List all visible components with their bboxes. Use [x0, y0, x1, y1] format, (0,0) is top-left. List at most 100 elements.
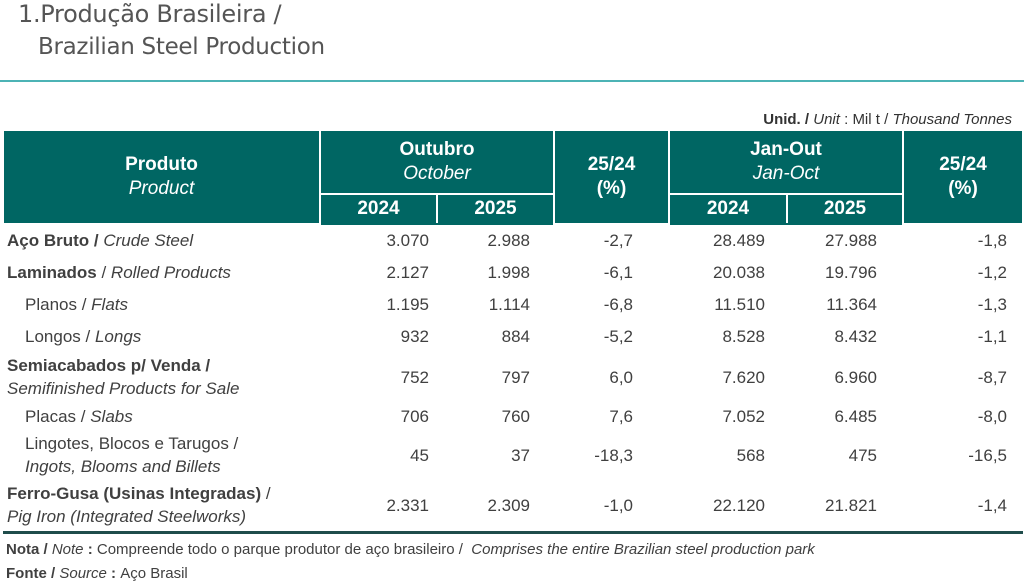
separator: /	[261, 484, 271, 504]
janoct-2025-value: 8.432	[834, 326, 877, 346]
product-name-pt: Aço Bruto /	[7, 231, 99, 250]
october-2024-value: 706	[400, 406, 429, 426]
header-change-label: 25/24	[939, 154, 987, 176]
janoct-change-value: -1,4	[903, 480, 1023, 534]
janoct-change-value: -16,5	[968, 445, 1007, 465]
header-product-en: Product	[128, 178, 195, 199]
note-text-en: Comprises the entire Brazilian steel pro…	[471, 541, 815, 558]
janoct-2024-value: 568	[736, 445, 765, 465]
october-change-value: -6,1	[603, 262, 633, 282]
title-divider	[0, 80, 1024, 82]
header-janout: Jan-Out Jan-Oct	[668, 129, 904, 195]
product-name-pt: Longos /	[25, 326, 91, 346]
product-cell: Longos / Longs	[3, 320, 320, 352]
october-2025-value: 797	[501, 367, 530, 387]
product-name-en: Slabs	[90, 406, 133, 426]
header-oct-2024: 2024	[319, 193, 438, 225]
table-row: Aço Bruto / Crude Steel 3.070 2.988 -2,7 28.…	[3, 224, 1023, 256]
note-text-pt: Compreende todo o parque produtor de aço…	[96, 541, 463, 558]
table-row: Ferro-Gusa (Usinas Integradas) / Pig Iron…	[3, 480, 1023, 534]
unit-value-pt: Mil t /	[852, 111, 889, 128]
october-2024-value: 932	[400, 326, 429, 346]
note-label-pt: Nota /	[6, 541, 48, 558]
october-2025-value: 884	[501, 326, 530, 346]
product-cell: Placas / Slabs	[3, 402, 320, 430]
october-2024-value: 2.331	[320, 480, 437, 534]
note-label-en: Note	[51, 541, 84, 558]
october-change-value: -1,0	[554, 480, 669, 534]
header-product-pt: Produto	[125, 154, 198, 176]
october-2024-value: 3.070	[386, 231, 429, 250]
header-change-unit: (%)	[596, 178, 627, 199]
source-sep: :	[106, 565, 121, 582]
janoct-2025-value: 475	[848, 445, 877, 465]
unit-label-pt: Unid. /	[763, 111, 810, 128]
product-cell: Lingotes, Blocos e Tarugos / Ingots, Bloo…	[3, 430, 320, 480]
janoct-2025-value: 21.821	[787, 480, 903, 534]
janoct-2024-value: 22.120	[669, 480, 787, 534]
product-name-pt: Placas /	[25, 406, 86, 426]
janoct-change-value: -1,8	[977, 231, 1007, 250]
table-row: Planos / Flats 1.195 1.114 -6,8 11.510 11.364…	[3, 288, 1023, 320]
janoct-change-value: -1,3	[977, 294, 1007, 314]
janoct-2025-value: 11.364	[826, 294, 877, 314]
note-line: Nota / Note : Compreende todo o parque p…	[6, 538, 815, 562]
janoct-2024-value: 8.528	[722, 326, 765, 346]
october-change-value: 7,6	[609, 406, 633, 426]
product-name-en: Longs	[94, 326, 142, 346]
unit-sep: :	[839, 111, 853, 128]
header-product: Produto Product	[2, 129, 321, 225]
footnotes: Nota / Note : Compreende todo o parque p…	[6, 538, 815, 586]
janoct-2025-value: 27.988	[825, 231, 877, 250]
header-oct-2025: 2025	[436, 193, 555, 225]
header-janout-en: Jan-Oct	[752, 163, 820, 184]
source-line: Fonte / Source : Aço Brasil	[6, 562, 815, 586]
source-text: Aço Brasil	[120, 565, 188, 582]
janoct-2024-value: 7.052	[722, 406, 765, 426]
october-change-value: -18,3	[594, 445, 633, 465]
header-october-change: 25/24 (%)	[553, 129, 670, 225]
october-2024-value: 752	[400, 367, 429, 387]
product-name-en: Pig Iron (Integrated Steelworks)	[7, 507, 247, 527]
october-2025-value: 760	[501, 406, 530, 426]
janoct-change-value: -1,1	[977, 326, 1007, 346]
october-2024-value: 2.127	[386, 262, 429, 282]
october-2025-value: 37	[511, 445, 530, 465]
table-row: Lingotes, Blocos e Tarugos / Ingots, Bloo…	[3, 430, 1023, 480]
unit-label-en: Unit	[813, 111, 840, 128]
product-cell: Aço Bruto / Crude Steel	[3, 224, 320, 256]
janoct-change-value: -8,0	[977, 406, 1007, 426]
product-name-en: Semifinished Products for Sale	[7, 379, 240, 398]
table-row: Placas / Slabs 706 760 7,6 7.052 6.485 -8,0	[3, 402, 1023, 430]
title-english: Brazilian Steel Production	[38, 34, 325, 60]
header-janout-pt: Jan-Out	[750, 139, 822, 161]
product-name-en: Ingots, Blooms and Billets	[25, 457, 221, 476]
header-october-pt: Outubro	[399, 139, 475, 161]
header-october: Outubro October	[319, 129, 555, 195]
october-change-value: -5,2	[603, 326, 633, 346]
header-janout-change: 25/24 (%)	[902, 129, 1024, 225]
table-row: Semiacabados p/ Venda / Semifinished Prod…	[3, 352, 1023, 402]
october-2024-value: 45	[410, 445, 429, 465]
janoct-2025-value: 6.960	[834, 367, 877, 387]
october-change-value: -2,7	[603, 231, 633, 250]
janoct-2025-value: 6.485	[834, 406, 877, 426]
october-2025-value: 1.998	[487, 262, 530, 282]
separator: /	[96, 262, 111, 282]
product-name-en: Rolled Products	[110, 262, 231, 282]
janoct-2025-value: 19.796	[825, 262, 877, 282]
october-2024-value: 1.195	[386, 294, 429, 314]
table-row: Longos / Longs 932 884 -5,2 8.528 8.432 -1,1	[3, 320, 1023, 352]
product-cell: Semiacabados p/ Venda / Semifinished Prod…	[3, 352, 320, 402]
header-ytd-2024: 2024	[668, 193, 788, 225]
janoct-2024-value: 11.510	[714, 294, 765, 314]
table-row: Laminados / Rolled Products 2.127 1.998 -6,…	[3, 256, 1023, 288]
janoct-change-value: -1,2	[977, 262, 1007, 282]
product-cell: Ferro-Gusa (Usinas Integradas) / Pig Iron…	[3, 480, 320, 534]
header-change-label: 25/24	[587, 154, 636, 176]
unit-value-en: Thousand Tonnes	[892, 111, 1012, 128]
product-name-pt: Planos /	[25, 294, 87, 314]
janoct-change-value: -8,7	[977, 367, 1007, 387]
october-change-value: -6,8	[603, 294, 633, 314]
source-label-pt: Fonte /	[6, 565, 56, 582]
